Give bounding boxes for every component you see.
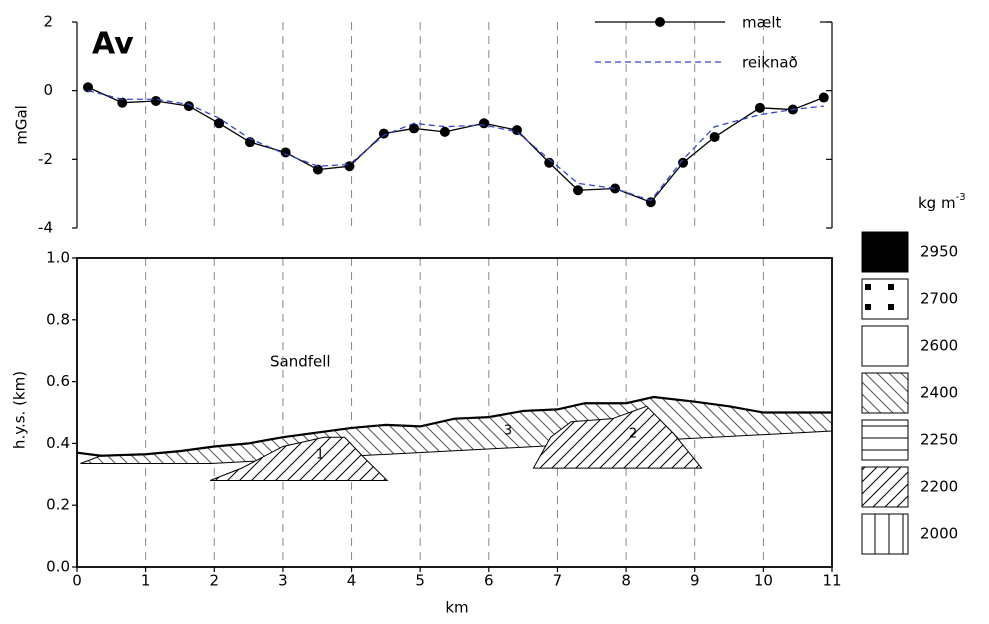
data-point — [117, 97, 128, 108]
data-point — [214, 118, 225, 129]
chart-title: Av — [92, 27, 134, 62]
legend-label: mælt — [742, 14, 782, 32]
data-point — [479, 118, 490, 129]
legend-swatch — [861, 372, 909, 414]
x-tick-label: 6 — [484, 572, 494, 590]
series-line — [87, 86, 824, 204]
y-tick-label: 0.0 — [46, 558, 70, 576]
x-tick-label: 7 — [553, 572, 563, 590]
data-point — [344, 161, 355, 172]
data-point — [610, 183, 621, 194]
y-tick-label: 0 — [43, 81, 53, 99]
legend-swatch — [861, 325, 909, 367]
x-tick-label: 5 — [415, 572, 425, 590]
y-tick-label: -4 — [38, 219, 53, 237]
x-tick-label: 11 — [822, 572, 841, 590]
data-point — [312, 164, 323, 175]
data-point — [754, 102, 765, 113]
legend-swatch — [861, 466, 909, 508]
y-tick-label: 0.6 — [46, 372, 70, 390]
data-point — [439, 126, 450, 137]
x-tick-label: 8 — [621, 572, 631, 590]
legend-label: 2700 — [920, 290, 958, 308]
body-label: 3 — [504, 424, 512, 439]
data-point — [409, 123, 420, 134]
body-label: 1 — [316, 448, 324, 463]
y-tick-label: 0.2 — [46, 496, 70, 514]
legend-swatch — [861, 231, 909, 273]
legend-swatch — [861, 513, 909, 555]
legend-title: kg m-3 — [918, 192, 966, 212]
y-tick-label: 0.4 — [46, 434, 70, 452]
legend-label: 2400 — [920, 384, 958, 402]
legend-title-text: kg m — [918, 194, 956, 212]
body-label: 2 — [629, 427, 637, 442]
series-line — [87, 90, 824, 202]
data-point — [150, 95, 161, 106]
y-axis-label: mGal — [13, 105, 31, 145]
legend-label: reiknað — [742, 54, 798, 72]
data-point — [183, 101, 194, 112]
x-tick-label: 1 — [141, 572, 151, 590]
legend-title-sup: -3 — [956, 192, 966, 203]
x-tick-label: 0 — [72, 572, 82, 590]
body — [532, 405, 703, 469]
surface-line — [76, 395, 832, 457]
legend-swatch — [861, 419, 909, 461]
legend-label: 2000 — [920, 525, 958, 543]
data-point — [678, 157, 689, 168]
x-tick-label: 4 — [347, 572, 357, 590]
y-tick-label: 0.8 — [46, 310, 70, 328]
legend-label: 2200 — [920, 478, 958, 496]
x-tick-label: 10 — [754, 572, 773, 590]
legend-swatch — [861, 278, 909, 320]
x-axis-label: km — [445, 599, 468, 617]
data-point — [573, 185, 584, 196]
x-tick-label: 9 — [690, 572, 700, 590]
data-point — [818, 92, 829, 103]
y-tick-label: 1.0 — [46, 249, 70, 267]
legend-label: 2600 — [920, 337, 958, 355]
data-point — [511, 125, 522, 136]
y-axis-label: h.y.s. (km) — [11, 371, 29, 449]
data-point — [378, 128, 389, 139]
data-point — [709, 132, 720, 143]
annotation: Sandfell — [270, 353, 331, 371]
legend-label: 2250 — [920, 431, 958, 449]
data-point — [82, 82, 93, 93]
data-point — [544, 157, 555, 168]
body — [80, 396, 833, 464]
plot-frame — [76, 257, 833, 568]
y-tick-label: -2 — [38, 150, 53, 168]
body — [209, 436, 389, 481]
legend-marker — [655, 17, 665, 27]
legend-label: 2950 — [920, 243, 958, 261]
x-tick-label: 3 — [278, 572, 288, 590]
x-tick-label: 2 — [209, 572, 219, 590]
y-tick-label: 2 — [43, 13, 53, 31]
